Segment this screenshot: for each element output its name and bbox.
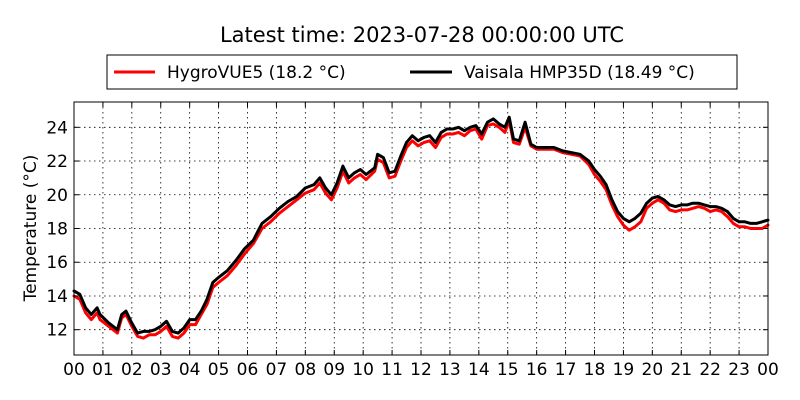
legend-label-vaisala: Vaisala HMP35D (18.49 °C) bbox=[464, 63, 695, 83]
x-tick-label: 09 bbox=[323, 360, 345, 380]
x-tick-label: 00 bbox=[757, 360, 779, 380]
series-line-hygrovue5 bbox=[72, 119, 770, 340]
x-tick-label: 08 bbox=[295, 360, 317, 380]
y-tick-label: 12 bbox=[46, 321, 68, 341]
series-line-vaisala bbox=[72, 115, 770, 335]
y-tick-label: 24 bbox=[46, 118, 68, 138]
x-tick-label: 20 bbox=[642, 360, 664, 380]
x-tick-label: 02 bbox=[121, 360, 143, 380]
x-tick-label: 21 bbox=[670, 360, 692, 380]
x-tick-label: 18 bbox=[584, 360, 606, 380]
x-tick-label: 13 bbox=[439, 360, 461, 380]
legend: HygroVUE5 (18.2 °C) Vaisala HMP35D (18.4… bbox=[106, 54, 738, 90]
y-tick-labels: 12 14 16 18 20 22 24 bbox=[46, 118, 68, 340]
x-tick-label: 03 bbox=[150, 360, 172, 380]
x-tick-label: 07 bbox=[266, 360, 288, 380]
x-tick-labels: 00 01 02 03 04 05 06 07 08 09 10 11 12 13 14 15 16 17 18 19… bbox=[63, 360, 779, 380]
x-tick-label: 04 bbox=[179, 360, 201, 380]
y-tick-label: 22 bbox=[46, 152, 68, 172]
x-tick-label: 14 bbox=[468, 360, 490, 380]
chart-title: Latest time: 2023-07-28 00:00:00 UTC bbox=[220, 23, 624, 47]
x-tick-label: 05 bbox=[208, 360, 230, 380]
x-tick-label: 10 bbox=[352, 360, 374, 380]
y-tick-label: 20 bbox=[46, 186, 68, 206]
legend-label-hygrovue5: HygroVUE5 (18.2 °C) bbox=[167, 63, 346, 83]
x-tick-label: 23 bbox=[728, 360, 750, 380]
x-tick-label: 00 bbox=[63, 360, 85, 380]
x-tick-label: 15 bbox=[497, 360, 519, 380]
y-axis-label: Temperature (°C) bbox=[21, 155, 41, 303]
y-tick-label: 14 bbox=[46, 287, 68, 307]
y-tick-label: 18 bbox=[46, 220, 68, 240]
x-tick-label: 11 bbox=[381, 360, 403, 380]
x-tick-label: 06 bbox=[237, 360, 259, 380]
x-tick-label: 01 bbox=[92, 360, 114, 380]
x-tick-label: 12 bbox=[410, 360, 432, 380]
x-tick-label: 19 bbox=[613, 360, 635, 380]
series-lines bbox=[72, 115, 770, 340]
y-tick-label: 16 bbox=[46, 253, 68, 273]
grid bbox=[74, 102, 768, 355]
x-tick-label: 17 bbox=[555, 360, 577, 380]
x-tick-label: 16 bbox=[526, 360, 548, 380]
ticks bbox=[73, 102, 769, 355]
x-tick-label: 22 bbox=[699, 360, 721, 380]
